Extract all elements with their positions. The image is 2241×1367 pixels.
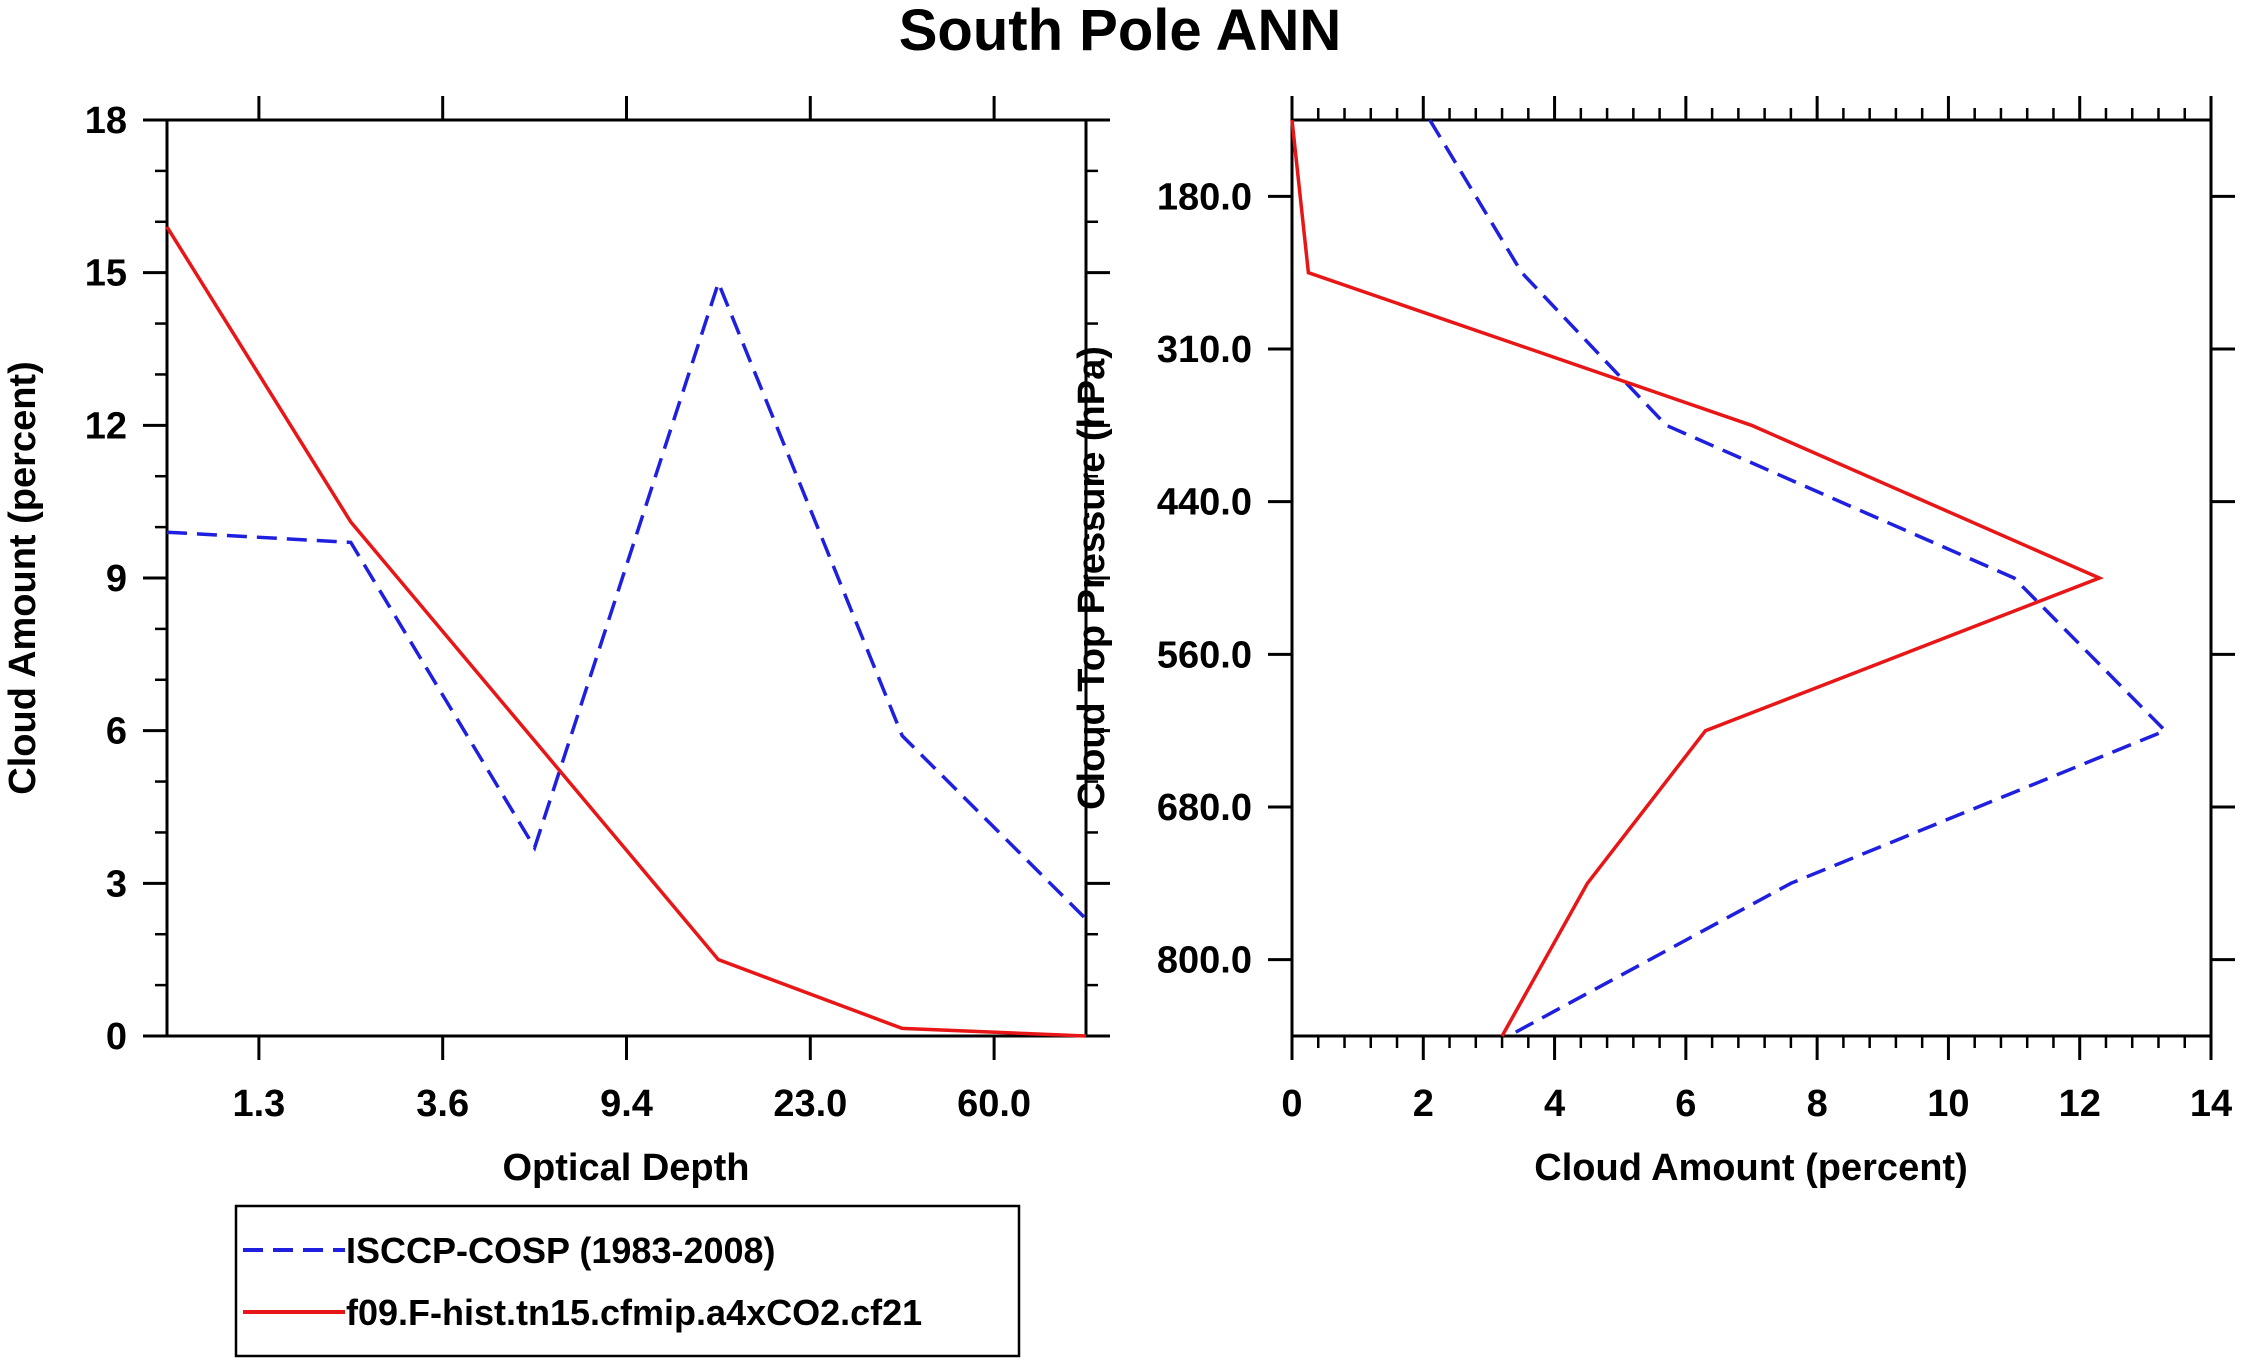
- right-series-lines: [1290, 119, 2169, 1038]
- pressure-profile-panel: 0 2 4 6 8 10 12 14 180.0 310.0 440.0 560.0 680.0 800.…: [1071, 96, 2235, 1189]
- right-y-tick-label: 680.0: [1157, 787, 1252, 829]
- legend-label-model: f09.F-hist.tn15.cfmip.a4xCO2.cf21: [346, 1292, 922, 1333]
- legend-box: [234, 1204, 1021, 1358]
- left-x-tick-label: 3.6: [416, 1083, 469, 1125]
- right-x-tick-label: 6: [1675, 1083, 1696, 1125]
- right-x-tick-label: 14: [2190, 1083, 2232, 1125]
- left-x-tick-label: 9.4: [600, 1083, 653, 1125]
- right-series-obs-line: [1428, 119, 2169, 1038]
- left-y-tick-label: 0: [106, 1016, 127, 1058]
- left-plot-frame: [165, 118, 1088, 1038]
- right-axis-ticks: 0 2 4 6 8 10 12 14 180.0 310.0 440.0 560.0 680.0 800.…: [1157, 96, 2235, 1125]
- right-x-tick-label: 10: [1927, 1083, 1969, 1125]
- left-x-axis-label: Optical Depth: [502, 1147, 749, 1189]
- left-y-tick-label: 3: [106, 863, 127, 905]
- chart-title: South Pole ANN: [899, 0, 1342, 63]
- left-series-lines: [165, 225, 1088, 1038]
- right-y-tick-label: 440.0: [1157, 482, 1252, 524]
- right-plot-frame: [1290, 118, 2213, 1038]
- left-y-tick-label: 18: [85, 100, 127, 142]
- right-y-tick-label: 310.0: [1157, 329, 1252, 371]
- left-y-axis-label: Cloud Amount (percent): [2, 361, 44, 794]
- legend-label-obs: ISCCP-COSP (1983-2008): [346, 1230, 776, 1271]
- left-y-tick-label: 9: [106, 558, 127, 600]
- right-x-tick-label: 8: [1807, 1083, 1828, 1125]
- legend: ISCCP-COSP (1983-2008) f09.F-hist.tn15.c…: [234, 1204, 1021, 1358]
- right-series-model-line: [1290, 119, 2104, 1037]
- left-x-tick-label: 60.0: [957, 1083, 1031, 1125]
- left-y-tick-label: 15: [85, 253, 127, 295]
- right-y-axis-label: Cloud Top Pressure (hPa): [1071, 346, 1113, 810]
- left-series-obs-line: [166, 277, 1088, 921]
- left-series-model-line: [165, 225, 1087, 1038]
- left-y-tick-label: 6: [106, 711, 127, 753]
- right-x-tick-label: 2: [1413, 1083, 1434, 1125]
- optical-depth-panel: 0 3 6 9 12 15 18 1.3 3.6 9.4 23.0 60.0 Optical Dept…: [2, 96, 1110, 1189]
- right-y-tick-label: 800.0: [1157, 940, 1252, 982]
- left-y-tick-label: 12: [85, 405, 127, 447]
- right-x-tick-label: 4: [1544, 1083, 1565, 1125]
- left-axis-ticks: 0 3 6 9 12 15 18 1.3 3.6 9.4 23.0 60.0: [85, 96, 1110, 1125]
- right-y-tick-label: 180.0: [1157, 176, 1252, 218]
- left-x-tick-label: 1.3: [232, 1083, 285, 1125]
- right-x-tick-label: 0: [1281, 1083, 1302, 1125]
- left-x-tick-label: 23.0: [773, 1083, 847, 1125]
- right-x-tick-label: 12: [2059, 1083, 2101, 1125]
- right-y-tick-label: 560.0: [1157, 634, 1252, 676]
- right-x-axis-label: Cloud Amount (percent): [1534, 1147, 1967, 1189]
